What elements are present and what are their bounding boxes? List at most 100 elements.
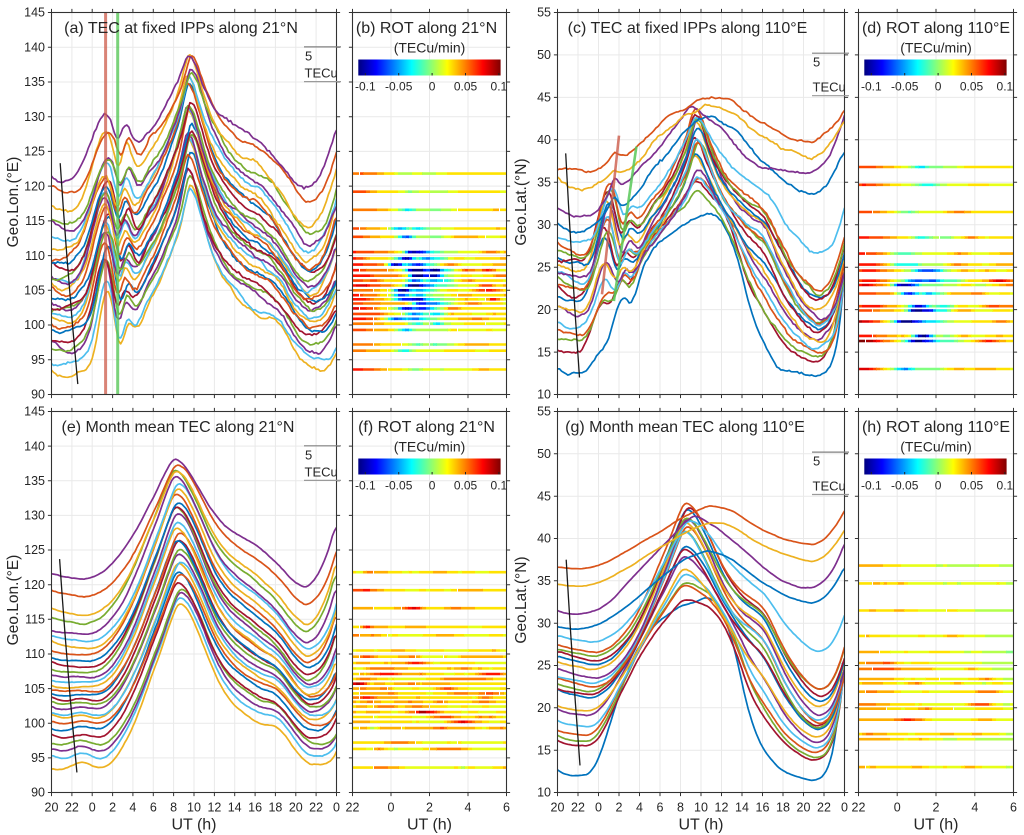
svg-text:5: 5 — [305, 447, 312, 462]
svg-text:0.05: 0.05 — [454, 80, 478, 94]
svg-text:0: 0 — [429, 479, 436, 493]
svg-text:22: 22 — [309, 801, 323, 815]
svg-text:100: 100 — [24, 318, 45, 332]
svg-text:4: 4 — [971, 801, 978, 815]
svg-text:(c) TEC at fixed IPPs along 11: (c) TEC at fixed IPPs along 110°E — [568, 20, 808, 37]
svg-text:0.1: 0.1 — [997, 479, 1014, 493]
svg-text:8: 8 — [677, 801, 684, 815]
svg-text:50: 50 — [537, 447, 551, 461]
svg-text:-0.1: -0.1 — [355, 479, 376, 493]
svg-text:8: 8 — [170, 801, 177, 815]
svg-text:10: 10 — [537, 388, 551, 402]
svg-text:45: 45 — [537, 489, 551, 503]
svg-text:0: 0 — [89, 801, 96, 815]
svg-text:22: 22 — [852, 801, 866, 815]
svg-text:0: 0 — [935, 479, 942, 493]
svg-text:0: 0 — [894, 801, 901, 815]
svg-text:22: 22 — [571, 801, 585, 815]
svg-text:14: 14 — [228, 801, 242, 815]
svg-text:22: 22 — [65, 801, 79, 815]
svg-text:0.05: 0.05 — [454, 479, 478, 493]
svg-text:20: 20 — [45, 801, 59, 815]
svg-text:45: 45 — [537, 91, 551, 105]
svg-text:0.1: 0.1 — [997, 80, 1014, 94]
svg-text:55: 55 — [537, 405, 551, 419]
svg-text:12: 12 — [715, 801, 729, 815]
svg-text:30: 30 — [537, 616, 551, 630]
svg-text:(TECu/min): (TECu/min) — [394, 439, 466, 455]
svg-text:40: 40 — [537, 532, 551, 546]
svg-text:-0.05: -0.05 — [385, 80, 413, 94]
svg-text:-0.1: -0.1 — [355, 80, 376, 94]
svg-text:6: 6 — [657, 801, 664, 815]
svg-text:14: 14 — [735, 801, 749, 815]
svg-text:-0.1: -0.1 — [861, 479, 882, 493]
svg-text:18: 18 — [268, 801, 282, 815]
svg-text:4: 4 — [465, 801, 472, 815]
svg-text:10: 10 — [187, 801, 201, 815]
svg-text:20: 20 — [537, 701, 551, 715]
svg-text:145: 145 — [24, 6, 45, 20]
svg-text:6: 6 — [503, 801, 510, 815]
svg-text:105: 105 — [24, 682, 45, 696]
svg-text:0.05: 0.05 — [960, 80, 984, 94]
svg-text:130: 130 — [24, 110, 45, 124]
svg-text:-0.05: -0.05 — [385, 479, 413, 493]
svg-text:(TECu/min): (TECu/min) — [900, 439, 972, 455]
svg-text:55: 55 — [537, 6, 551, 20]
svg-text:10: 10 — [694, 801, 708, 815]
svg-text:-0.05: -0.05 — [891, 80, 919, 94]
svg-text:(f) ROT along 21°N: (f) ROT along 21°N — [358, 419, 495, 436]
svg-text:16: 16 — [248, 801, 262, 815]
svg-text:(TECu/min): (TECu/min) — [394, 40, 466, 56]
svg-text:120: 120 — [24, 578, 45, 592]
svg-text:(d) ROT along 110°E: (d) ROT along 110°E — [862, 20, 1010, 37]
svg-text:115: 115 — [25, 613, 45, 627]
svg-text:UT (h): UT (h) — [913, 817, 958, 834]
svg-text:5: 5 — [813, 454, 820, 469]
svg-text:-0.1: -0.1 — [861, 80, 882, 94]
svg-text:0: 0 — [595, 801, 602, 815]
svg-text:0: 0 — [333, 801, 340, 815]
svg-text:UT (h): UT (h) — [678, 817, 723, 834]
svg-text:2: 2 — [426, 801, 433, 815]
svg-text:115: 115 — [25, 214, 45, 228]
svg-text:10: 10 — [537, 786, 551, 800]
svg-text:0: 0 — [388, 801, 395, 815]
svg-text:6: 6 — [150, 801, 157, 815]
svg-text:22: 22 — [346, 801, 360, 815]
svg-text:20: 20 — [551, 801, 565, 815]
svg-text:Geo.Lon.(°E): Geo.Lon.(°E) — [5, 157, 22, 248]
svg-text:2: 2 — [616, 801, 623, 815]
svg-text:(b) ROT along 21°N: (b) ROT along 21°N — [356, 20, 497, 37]
svg-text:TECu: TECu — [813, 479, 846, 494]
svg-text:(e) Month mean TEC along 21°N: (e) Month mean TEC along 21°N — [62, 419, 295, 436]
svg-text:35: 35 — [537, 574, 551, 588]
svg-text:35: 35 — [537, 176, 551, 190]
svg-text:-0.05: -0.05 — [891, 479, 919, 493]
svg-text:0.1: 0.1 — [491, 80, 508, 94]
svg-text:22: 22 — [817, 801, 831, 815]
svg-text:145: 145 — [24, 405, 45, 419]
svg-text:0: 0 — [935, 80, 942, 94]
svg-text:120: 120 — [24, 179, 45, 193]
svg-text:(a) TEC at fixed IPPs along 21: (a) TEC at fixed IPPs along 21°N — [64, 20, 298, 37]
svg-text:130: 130 — [24, 509, 45, 523]
svg-text:15: 15 — [537, 743, 551, 757]
svg-text:25: 25 — [537, 260, 551, 274]
svg-text:TECu: TECu — [305, 464, 338, 479]
svg-text:135: 135 — [24, 75, 45, 89]
svg-text:Geo.Lon.(°E): Geo.Lon.(°E) — [5, 555, 22, 646]
svg-text:20: 20 — [537, 303, 551, 317]
svg-text:Geo.Lat.(°N): Geo.Lat.(°N) — [513, 158, 530, 245]
svg-text:30: 30 — [537, 218, 551, 232]
svg-text:25: 25 — [537, 659, 551, 673]
svg-text:90: 90 — [31, 786, 45, 800]
svg-text:20: 20 — [797, 801, 811, 815]
svg-text:TECu: TECu — [305, 66, 338, 81]
svg-text:UT (h): UT (h) — [407, 817, 452, 834]
svg-text:110: 110 — [25, 249, 45, 263]
svg-text:20: 20 — [289, 801, 303, 815]
svg-text:95: 95 — [31, 353, 45, 367]
svg-text:90: 90 — [31, 388, 45, 402]
